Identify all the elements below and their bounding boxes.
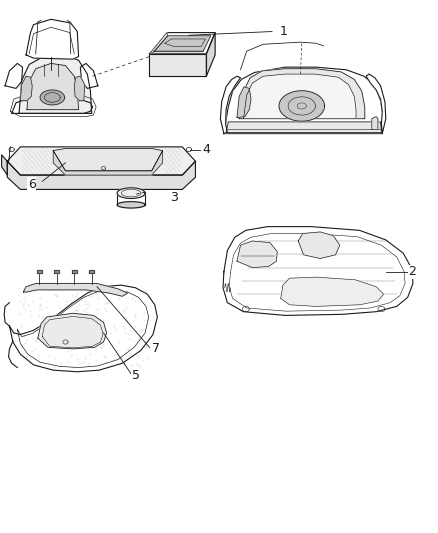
Polygon shape bbox=[19, 55, 92, 114]
Polygon shape bbox=[71, 270, 77, 273]
Polygon shape bbox=[297, 232, 339, 259]
Polygon shape bbox=[54, 270, 59, 273]
Polygon shape bbox=[239, 69, 364, 119]
Text: 4: 4 bbox=[201, 143, 209, 156]
Polygon shape bbox=[149, 33, 167, 54]
Text: 1: 1 bbox=[279, 25, 287, 38]
Polygon shape bbox=[26, 19, 78, 59]
Text: 5: 5 bbox=[132, 369, 140, 382]
Text: 2: 2 bbox=[408, 265, 416, 278]
Polygon shape bbox=[243, 74, 355, 119]
Polygon shape bbox=[7, 147, 195, 175]
Polygon shape bbox=[38, 313, 106, 349]
Polygon shape bbox=[40, 90, 64, 105]
Polygon shape bbox=[237, 87, 251, 118]
Polygon shape bbox=[53, 149, 162, 171]
Polygon shape bbox=[220, 76, 240, 134]
Text: 7: 7 bbox=[151, 342, 159, 356]
Polygon shape bbox=[117, 188, 145, 198]
Polygon shape bbox=[149, 33, 215, 54]
Polygon shape bbox=[5, 63, 22, 88]
Polygon shape bbox=[74, 76, 85, 101]
Polygon shape bbox=[2, 155, 7, 175]
Polygon shape bbox=[53, 151, 162, 175]
Polygon shape bbox=[117, 201, 145, 208]
Polygon shape bbox=[27, 63, 78, 110]
Polygon shape bbox=[223, 227, 412, 316]
Polygon shape bbox=[89, 270, 94, 273]
Polygon shape bbox=[80, 63, 98, 88]
Polygon shape bbox=[226, 122, 381, 133]
Polygon shape bbox=[23, 284, 127, 296]
Polygon shape bbox=[223, 67, 383, 134]
Polygon shape bbox=[237, 241, 277, 268]
Polygon shape bbox=[36, 270, 42, 273]
Polygon shape bbox=[206, 33, 215, 76]
Polygon shape bbox=[365, 74, 385, 134]
Polygon shape bbox=[371, 117, 377, 130]
Polygon shape bbox=[7, 161, 195, 189]
Polygon shape bbox=[10, 285, 157, 372]
Polygon shape bbox=[12, 101, 92, 114]
Polygon shape bbox=[149, 54, 206, 76]
Text: 6: 6 bbox=[28, 177, 35, 191]
Polygon shape bbox=[280, 277, 383, 306]
Polygon shape bbox=[20, 76, 32, 101]
Polygon shape bbox=[153, 36, 210, 52]
Polygon shape bbox=[279, 91, 324, 121]
Text: 3: 3 bbox=[170, 191, 178, 204]
